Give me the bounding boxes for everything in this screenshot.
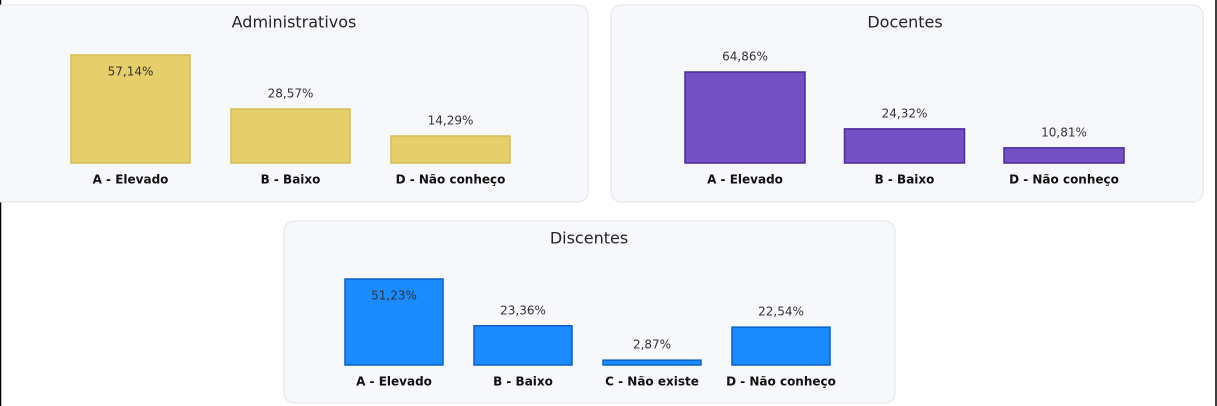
data-label: 22,54%: [758, 305, 804, 319]
bar: [843, 128, 966, 164]
x-tick-label: A - Elevado: [707, 173, 783, 187]
chart-title: Docentes: [867, 13, 942, 32]
x-tick-label: D - Não conheço: [396, 173, 506, 187]
data-label: 28,57%: [268, 87, 314, 101]
data-label: 2,87%: [633, 338, 671, 352]
data-label: 14,29%: [428, 113, 474, 127]
bar: [731, 326, 831, 366]
data-label: 10,81%: [1041, 125, 1087, 139]
bar: [230, 108, 351, 164]
x-tick-label: D - Não conheço: [726, 375, 836, 389]
data-label: 24,32%: [882, 106, 928, 120]
bar: [684, 71, 806, 164]
bar: [70, 54, 191, 164]
data-label: 57,14%: [108, 65, 154, 79]
x-tick-label: B - Baixo: [493, 375, 553, 389]
bar: [602, 359, 702, 366]
x-tick-label: A - Elevado: [356, 375, 432, 389]
chart-title: Discentes: [550, 229, 628, 248]
chart-title: Administrativos: [232, 13, 357, 32]
data-label: 64,86%: [722, 50, 768, 64]
bar: [344, 278, 444, 366]
bar: [1003, 147, 1125, 164]
bar: [473, 325, 573, 366]
data-label: 51,23%: [371, 289, 417, 303]
x-tick-label: B - Baixo: [261, 173, 321, 187]
x-tick-label: D - Não conheço: [1009, 173, 1119, 187]
bar: [390, 135, 511, 164]
x-tick-label: B - Baixo: [875, 173, 935, 187]
x-tick-label: A - Elevado: [93, 173, 169, 187]
data-label: 23,36%: [500, 303, 546, 317]
x-tick-label: C - Não existe: [605, 375, 699, 389]
